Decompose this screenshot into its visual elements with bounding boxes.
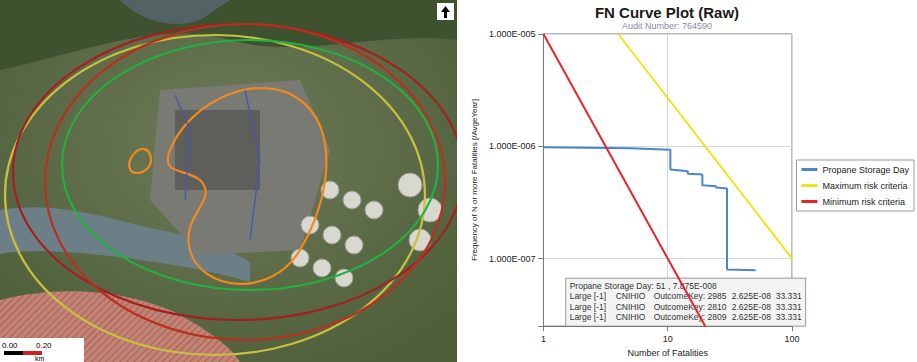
- svg-text:2.625E-08: 2.625E-08: [732, 302, 771, 312]
- svg-text:OutcomeKey: 2809: OutcomeKey: 2809: [654, 312, 727, 322]
- svg-text:Propane Storage Day: 51 , 7.87: Propane Storage Day: 51 , 7.875E-008: [570, 281, 717, 291]
- svg-text:Large [-1]: Large [-1]: [570, 302, 606, 312]
- svg-text:OutcomeKey: 2985: OutcomeKey: 2985: [653, 291, 727, 302]
- svg-text:km: km: [35, 355, 45, 362]
- svg-text:CNIHIO: CNIHIO: [616, 302, 646, 312]
- svg-text:Large [-1]: Large [-1]: [570, 291, 606, 301]
- svg-text:1.000E-006: 1.000E-006: [489, 141, 536, 151]
- svg-text:0.20: 0.20: [36, 341, 52, 350]
- svg-text:FN Curve Plot (Raw): FN Curve Plot (Raw): [595, 4, 739, 21]
- svg-text:33.331: 33.331: [776, 291, 802, 301]
- svg-text:Frequency of N or more Fatalit: Frequency of N or more Fatalities [/Avge…: [470, 99, 479, 261]
- svg-text:0.00: 0.00: [2, 341, 18, 350]
- svg-text:33.331: 33.331: [776, 302, 802, 312]
- svg-text:2.625E-08: 2.625E-08: [732, 291, 771, 301]
- svg-text:Audit Number: 764590: Audit Number: 764590: [622, 21, 712, 31]
- svg-text:Minimum risk criteria: Minimum risk criteria: [822, 197, 905, 207]
- svg-text:CNIHIO: CNIHIO: [616, 312, 646, 322]
- svg-text:Large [-1]: Large [-1]: [570, 312, 606, 322]
- svg-text:OutcomeKey: 2810: OutcomeKey: 2810: [654, 302, 727, 312]
- svg-text:33.331: 33.331: [776, 312, 802, 322]
- svg-text:1: 1: [541, 334, 546, 344]
- svg-text:2.625E-08: 2.625E-08: [732, 312, 771, 322]
- svg-text:100: 100: [784, 334, 799, 344]
- svg-text:CNIHIO: CNIHIO: [616, 291, 646, 301]
- svg-text:Maximum risk criteria: Maximum risk criteria: [822, 181, 907, 191]
- svg-text:Propane Storage Day: Propane Storage Day: [822, 165, 909, 175]
- svg-text:10: 10: [663, 334, 673, 344]
- svg-text:1.000E-005: 1.000E-005: [489, 29, 536, 39]
- svg-text:Number of Fatalities: Number of Fatalities: [627, 348, 708, 358]
- svg-text:1.000E-007: 1.000E-007: [489, 254, 536, 264]
